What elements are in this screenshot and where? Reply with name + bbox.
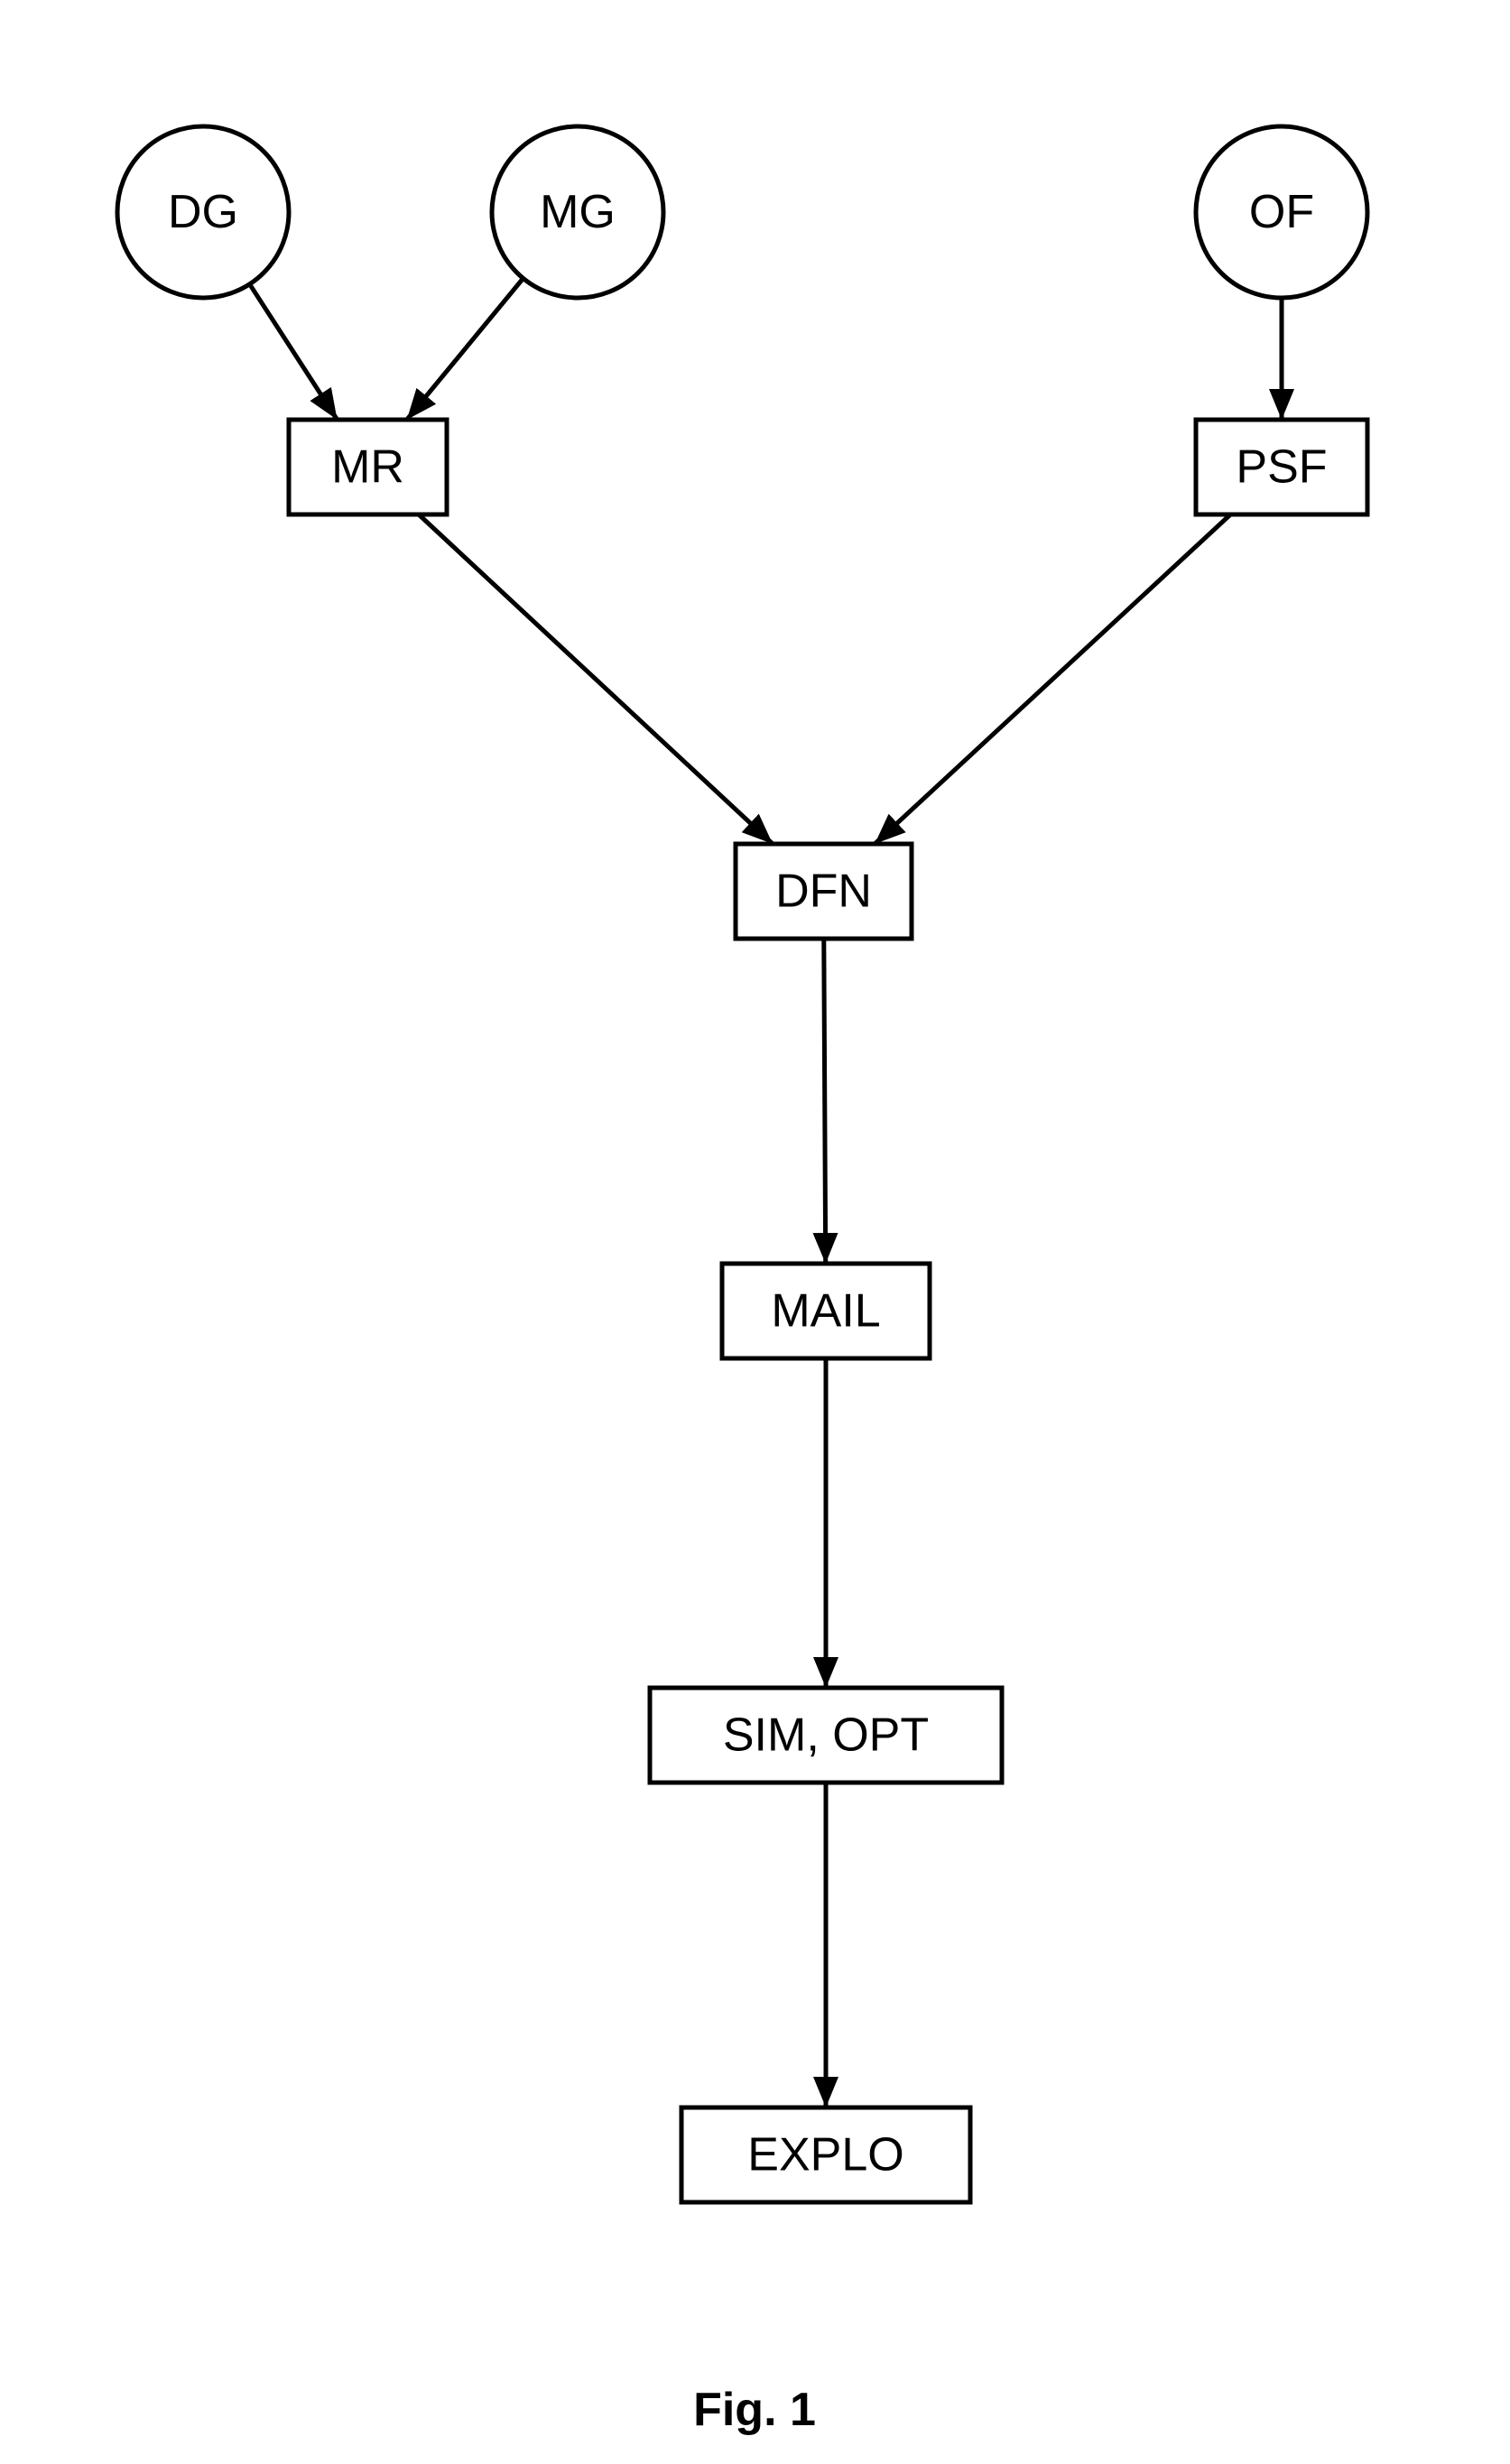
node-OF: OF [1196,126,1367,298]
node-DFN-label: DFN [775,866,872,918]
node-PSF: PSF [1196,420,1367,514]
flowchart: DG MG OF MR PSF DFN MAIL SIM, OPT EXPLO Fig. 1 [0,0,1510,2464]
node-EXPLO: EXPLO [681,2107,970,2202]
node-DFN: DFN [736,844,912,939]
node-SIM: SIM, OPT [650,1688,1002,1783]
edges [250,278,1282,2107]
edge-DFN-MAIL [824,939,826,1264]
node-MAIL: MAIL [722,1264,930,1358]
nodes: DG MG OF MR PSF DFN MAIL SIM, OPT EXPLO [117,126,1367,2202]
node-SIM-label: SIM, OPT [723,1709,929,1762]
node-MR: MR [289,420,447,514]
node-DG-label: DG [168,186,238,238]
edge-MR-DFN [419,514,773,844]
figure-caption: Fig. 1 [693,2384,816,2436]
node-PSF-label: PSF [1236,441,1327,494]
node-MG-label: MG [540,186,616,238]
node-MR-label: MR [331,441,404,494]
edge-PSF-DFN [875,514,1230,844]
edge-MG-MR [407,278,523,420]
edge-DG-MR [250,284,338,420]
node-MG: MG [492,126,663,298]
node-DG: DG [117,126,289,298]
node-MAIL-label: MAIL [771,1285,880,1338]
node-OF-label: OF [1249,186,1314,238]
node-EXPLO-label: EXPLO [747,2129,903,2181]
